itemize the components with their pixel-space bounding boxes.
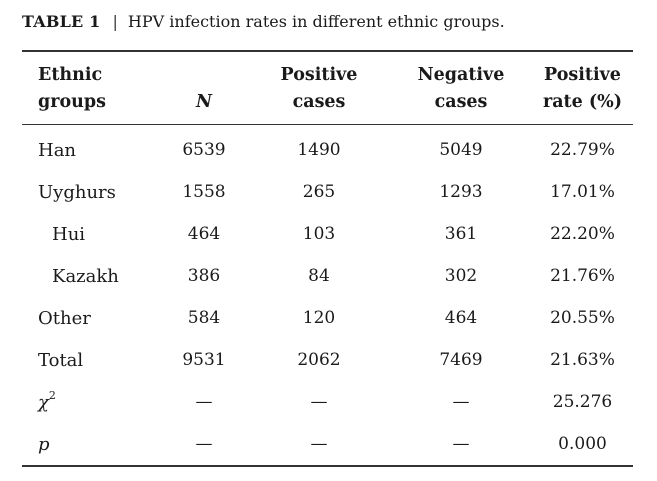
row-n: 6539: [182, 140, 226, 160]
header-n: N: [196, 92, 212, 112]
row-negative: 464: [444, 308, 478, 328]
table-caption: TABLE 1 | HPV infection rates in different…: [22, 12, 505, 31]
row-positive: 1490: [297, 140, 341, 160]
row-positive: 84: [308, 266, 330, 286]
caption-separator: |: [112, 12, 118, 31]
row-rate: 21.63%: [550, 350, 615, 370]
row-n: 9531: [182, 350, 226, 370]
row-positive: 120: [302, 308, 336, 328]
row-rate: 22.79%: [550, 140, 615, 160]
row-negative: —: [452, 392, 470, 412]
table-row: χ2 — — — 25.276: [22, 381, 633, 423]
row-group: Kazakh: [52, 265, 119, 287]
table-row: Total 9531 2062 7469 21.63%: [22, 339, 633, 381]
caption-text: HPV infection rates in different ethnic …: [127, 12, 505, 31]
table-row: Han 6539 1490 5049 22.79%: [22, 125, 633, 172]
table-row: Kazakh 386 84 302 21.76%: [22, 255, 633, 297]
table-row: Uyghurs 1558 265 1293 17.01%: [22, 171, 633, 213]
row-group: Other: [38, 307, 91, 329]
row-positive: 103: [302, 224, 336, 244]
row-group: Hui: [52, 223, 86, 245]
header-positive-rate: Positive rate (%): [542, 65, 623, 112]
row-rate: 21.76%: [550, 266, 615, 286]
row-group: Uyghurs: [38, 181, 116, 203]
header-negative-cases: Negative cases: [417, 65, 505, 112]
row-group: Han: [38, 139, 77, 161]
caption-label: TABLE 1: [22, 12, 101, 31]
row-rate: 20.55%: [550, 308, 615, 328]
row-negative: 1293: [439, 182, 483, 202]
row-negative: 361: [444, 224, 478, 244]
row-positive: 2062: [297, 350, 341, 370]
row-group: Total: [38, 349, 84, 371]
row-group-p-value: p: [38, 433, 50, 455]
header-positive-cases: Positive cases: [280, 65, 358, 112]
row-positive: —: [310, 434, 328, 454]
header-ethnic-groups: Ethnic groups: [38, 65, 106, 112]
table-row: Hui 464 103 361 22.20%: [22, 213, 633, 255]
row-n: 1558: [182, 182, 226, 202]
row-rate: 22.20%: [550, 224, 615, 244]
row-n: 386: [187, 266, 221, 286]
row-n: —: [195, 392, 213, 412]
row-group-chi-square: χ2: [38, 388, 56, 413]
row-positive: —: [310, 392, 328, 412]
row-n: 464: [187, 224, 221, 244]
table-row: Other 584 120 464 20.55%: [22, 297, 633, 339]
row-n: —: [195, 434, 213, 454]
row-rate: 17.01%: [550, 182, 615, 202]
row-negative: —: [452, 434, 470, 454]
row-negative: 5049: [439, 140, 483, 160]
row-negative: 7469: [439, 350, 483, 370]
header-row: Ethnic groups N Positive cases Negative …: [22, 51, 633, 125]
table-row: p — — — 0.000: [22, 423, 633, 466]
row-negative: 302: [444, 266, 478, 286]
row-rate: 25.276: [552, 392, 613, 412]
row-positive: 265: [302, 182, 336, 202]
hpv-rates-table: Ethnic groups N Positive cases Negative …: [22, 50, 633, 467]
row-n: 584: [187, 308, 221, 328]
row-rate: 0.000: [558, 434, 607, 454]
